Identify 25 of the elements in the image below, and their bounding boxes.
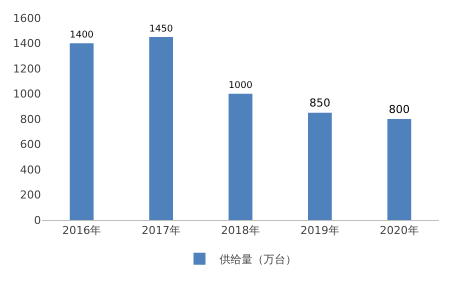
x-tick-label: 2020年 (380, 224, 419, 238)
y-tick-label: 200 (20, 188, 41, 202)
data-label: 800 (388, 103, 410, 116)
x-tick-label: 2018年 (221, 224, 260, 238)
y-tick-label: 1400 (13, 37, 41, 50)
data-label: 850 (309, 96, 330, 110)
bar (70, 43, 94, 220)
data-label: 1000 (228, 80, 252, 92)
y-tick-label: 1600 (13, 12, 41, 25)
bar (387, 119, 412, 220)
data-label: 1400 (70, 30, 94, 41)
bar (149, 36, 174, 220)
y-tick-label: 0 (34, 214, 41, 227)
x-tick-label: 2017年 (142, 224, 181, 238)
data-label: 1450 (149, 23, 174, 34)
y-tick-label: 400 (20, 163, 41, 176)
y-tick-label: 800 (20, 112, 41, 126)
x-tick-label: 2019年 (300, 224, 340, 238)
x-tick-label: 2016年 (62, 224, 102, 238)
legend-label: 供给量（万台） (220, 253, 296, 266)
bar (228, 94, 252, 220)
y-tick-label: 1000 (13, 88, 41, 101)
y-tick-label: 1200 (13, 62, 41, 76)
bar (308, 112, 332, 220)
y-tick-label: 600 (20, 138, 41, 152)
